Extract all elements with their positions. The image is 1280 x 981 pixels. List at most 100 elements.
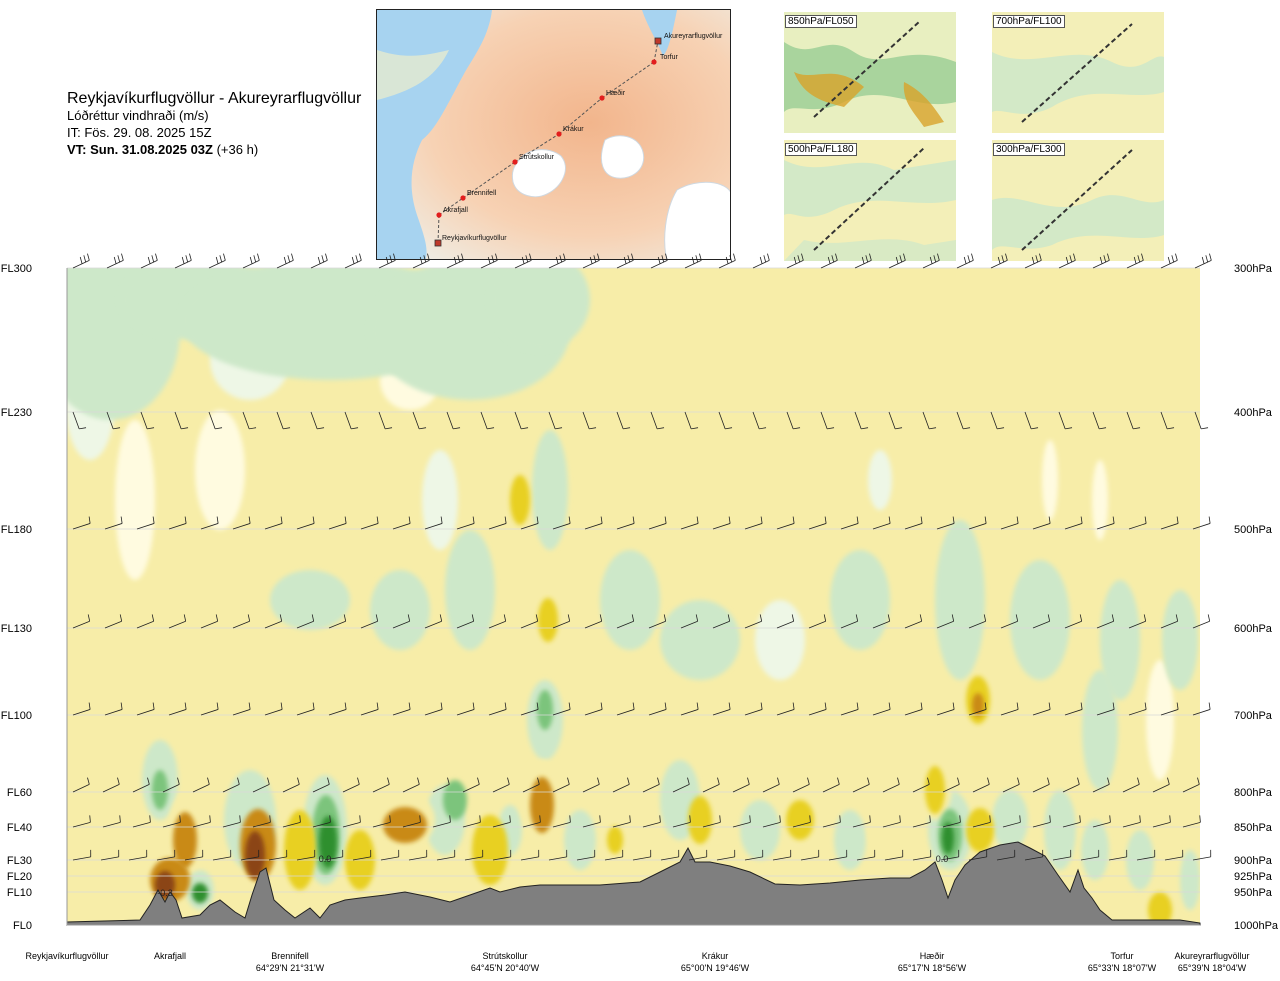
wind-barb <box>222 777 240 793</box>
wind-barb <box>584 516 603 530</box>
station-name: Krákur <box>701 951 729 961</box>
station-coord: 65°00'N 19°46'W <box>680 963 750 973</box>
wind-barb <box>1192 849 1212 861</box>
station-label: Strútskollur 64°45'N 20°40'W <box>445 950 565 974</box>
station-name: Torfur <box>1110 951 1134 961</box>
wind-barb <box>72 815 91 828</box>
w-strong-down-region <box>319 816 337 868</box>
wind-barb <box>520 849 540 861</box>
wind-barb <box>1182 815 1201 828</box>
wind-barb <box>752 253 770 269</box>
wind-barb <box>912 777 930 793</box>
wind-barb <box>940 849 960 861</box>
flight-level-tick: FL230 <box>1 407 32 419</box>
route-point-marker <box>556 131 562 137</box>
w-weak-up-region <box>868 806 892 854</box>
wind-barb <box>996 849 1016 861</box>
wind-barb <box>718 253 736 269</box>
pressure-tick: 300hPa <box>1234 263 1273 275</box>
wind-barb <box>488 702 507 716</box>
station-label: Akureyrarflugvöllur 65°39'N 18°04'W <box>1152 950 1272 974</box>
wind-barb <box>252 777 270 793</box>
wind-barb <box>1126 253 1144 269</box>
wind-barb <box>1128 614 1147 629</box>
wind-barb <box>310 411 325 430</box>
wind-barb <box>344 253 362 269</box>
wind-barb <box>402 815 421 828</box>
level-map-700: 700hPa/FL100 <box>992 12 1164 133</box>
wind-barb <box>776 516 795 530</box>
w-weak-down-region <box>1180 850 1200 910</box>
w-near-zero-region <box>115 420 155 580</box>
wind-barb <box>242 253 260 269</box>
wind-barb <box>548 253 566 269</box>
route-point-marker <box>512 159 518 165</box>
wind-barb <box>852 815 871 828</box>
w-weak-down-region <box>992 790 1028 850</box>
wind-barb <box>128 849 148 861</box>
contour-label: -0.3 <box>157 888 173 898</box>
wind-barb <box>612 777 630 793</box>
pressure-axis: 300hPa 400hPa 500hPa 600hPa 700hPa 800hPa 850h… <box>1234 263 1279 932</box>
wind-barb <box>156 849 176 861</box>
wind-barb <box>1024 253 1042 269</box>
wind-barb <box>1096 614 1115 629</box>
wind-barb <box>296 849 316 861</box>
level-map-700-label: 700hPa/FL100 <box>993 15 1065 28</box>
wind-barb <box>168 614 187 629</box>
wind-barb <box>648 516 667 530</box>
wind-barb <box>1160 253 1178 269</box>
wind-barb <box>208 411 223 430</box>
wind-barb <box>192 815 211 828</box>
flight-level-axis: FL300 FL230 FL180 FL130 FL100 FL60 FL40 FL30 FL2… <box>1 263 32 932</box>
wind-barb <box>650 253 668 269</box>
wind-barb <box>488 516 507 530</box>
w-mod-up-region <box>786 800 814 840</box>
wind-barb <box>776 614 795 629</box>
wind-barb <box>1052 849 1072 861</box>
wind-barb <box>936 702 955 716</box>
wind-barb <box>822 815 841 828</box>
wind-barb <box>642 777 660 793</box>
wind-barb <box>616 253 634 269</box>
wind-barb <box>106 411 121 430</box>
wind-barb <box>1024 849 1044 861</box>
wind-barb <box>392 614 411 629</box>
wind-barb <box>1194 253 1212 269</box>
wind-barb <box>1032 702 1051 716</box>
wind-barb <box>162 815 181 828</box>
wind-barb <box>776 702 795 716</box>
w-weak-down-region <box>600 550 660 650</box>
terrain-profile <box>66 841 1201 926</box>
wind-barb <box>312 777 330 793</box>
wind-barb <box>352 849 372 861</box>
wind-barb <box>1092 411 1107 430</box>
wind-barb <box>1058 253 1076 269</box>
wind-barb <box>324 849 344 861</box>
wind-barb <box>650 411 665 430</box>
wind-barb <box>72 614 91 629</box>
flight-level-tick: FL20 <box>7 871 32 883</box>
w-weak-down-region <box>935 520 985 680</box>
pressure-tick: 950hPa <box>1234 887 1273 899</box>
w-mod-up-region <box>1148 892 1172 925</box>
wind-barb <box>840 614 859 629</box>
wind-barb <box>520 614 539 629</box>
wind-barb <box>424 614 443 629</box>
wind-barb <box>392 516 411 530</box>
w-weak-down-region <box>1100 580 1140 700</box>
w-strong-down-region <box>942 822 954 854</box>
wind-barb <box>520 702 539 716</box>
route-point-label: Hæðir <box>606 89 626 97</box>
wind-barb <box>372 815 391 828</box>
wind-barb <box>642 815 661 828</box>
wind-barb <box>1136 849 1156 861</box>
wind-barb <box>276 253 294 269</box>
wind-barb <box>72 702 91 716</box>
pressure-tick: 1000hPa <box>1234 920 1279 932</box>
wind-barb <box>456 614 475 629</box>
wind-barb <box>584 702 603 716</box>
wind-barb <box>872 614 891 629</box>
w-strong-up-region <box>530 777 554 833</box>
level-map-500-label: 500hPa/FL180 <box>785 143 857 156</box>
